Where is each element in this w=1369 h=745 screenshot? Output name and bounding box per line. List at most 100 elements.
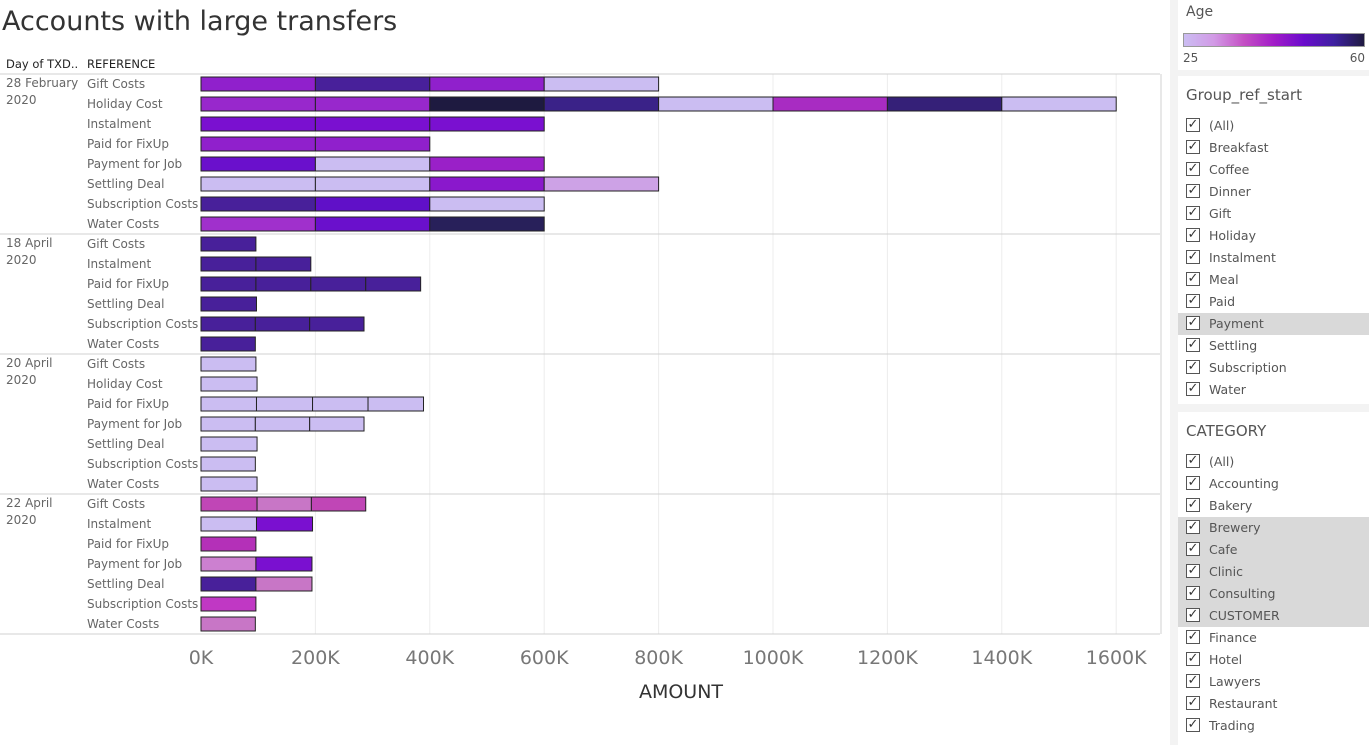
bar-segment[interactable] [200,176,316,192]
bar-segment[interactable] [367,396,425,412]
checkbox[interactable]: ✓ [1186,607,1200,622]
bar-segment[interactable] [200,236,257,252]
bar-segment[interactable] [309,416,365,432]
bar-segment[interactable] [200,196,316,212]
bar-segment[interactable] [200,76,316,92]
bar-segment[interactable] [200,376,258,392]
category-filter-item[interactable]: ✓ Consulting [1178,583,1369,605]
checkbox[interactable]: ✓ [1186,249,1200,264]
bar-segment[interactable] [886,96,1003,112]
checkbox[interactable]: ✓ [1186,629,1200,644]
group-ref-filter-item[interactable]: ✓ Meal [1178,269,1369,291]
bar-segment[interactable] [309,316,365,332]
bar-segment[interactable] [310,496,367,512]
checkbox[interactable]: ✓ [1186,651,1200,666]
bar-segment[interactable] [429,116,545,132]
bar-segment[interactable] [200,596,257,612]
bar-segment[interactable] [255,516,314,532]
checkbox[interactable]: ✓ [1186,673,1200,688]
bar-segment[interactable] [200,136,316,152]
bar-segment[interactable] [255,576,313,592]
category-filter-item[interactable]: ✓ Restaurant [1178,693,1369,715]
bar-segment[interactable] [200,436,258,452]
bar-segment[interactable] [314,76,431,92]
bar-segment[interactable] [200,276,257,292]
bar-segment[interactable] [543,176,660,192]
bar-segment[interactable] [200,96,316,112]
bar-segment[interactable] [200,156,316,172]
bar-segment[interactable] [1001,96,1117,112]
category-filter-item[interactable]: ✓ Cafe [1178,539,1369,561]
checkbox[interactable]: ✓ [1186,117,1200,132]
checkbox[interactable]: ✓ [1186,563,1200,578]
checkbox[interactable]: ✓ [1186,519,1200,534]
checkbox[interactable]: ✓ [1186,695,1200,710]
bar-segment[interactable] [429,176,545,192]
category-filter-item[interactable]: ✓ Hotel [1178,649,1369,671]
checkbox[interactable]: ✓ [1186,381,1200,396]
bar-segment[interactable] [543,96,660,112]
bar-segment[interactable] [314,116,431,132]
bar-segment[interactable] [314,196,431,212]
bar-segment[interactable] [314,96,431,112]
bar-segment[interactable] [200,316,256,332]
bar-segment[interactable] [200,336,256,352]
bar-segment[interactable] [200,256,257,272]
bar-segment[interactable] [365,276,422,292]
group-ref-filter-item[interactable]: ✓ Coffee [1178,159,1369,181]
bar-segment[interactable] [429,196,545,212]
bar-segment[interactable] [200,416,256,432]
group-ref-filter-item[interactable]: ✓ Paid [1178,291,1369,313]
category-filter-item[interactable]: ✓ Finance [1178,627,1369,649]
checkbox[interactable]: ✓ [1186,717,1200,732]
bar-segment[interactable] [314,136,431,152]
group-ref-filter-item[interactable]: ✓ Water [1178,379,1369,401]
bar-segment[interactable] [254,416,311,432]
bar-segment[interactable] [200,216,316,232]
group-ref-filter-item[interactable]: ✓ (All) [1178,115,1369,137]
checkbox[interactable]: ✓ [1186,475,1200,490]
bar-segment[interactable] [255,256,312,272]
bar-segment[interactable] [255,396,314,412]
category-filter-item[interactable]: ✓ CUSTOMER [1178,605,1369,627]
category-filter-item[interactable]: ✓ Brewery [1178,517,1369,539]
group-ref-filter-item[interactable]: ✓ Subscription [1178,357,1369,379]
checkbox[interactable]: ✓ [1186,227,1200,242]
group-ref-filter-item[interactable]: ✓ Dinner [1178,181,1369,203]
bar-segment[interactable] [200,516,257,532]
bar-segment[interactable] [314,216,431,232]
bar-segment[interactable] [429,156,545,172]
group-ref-filter-item[interactable]: ✓ Breakfast [1178,137,1369,159]
bar-segment[interactable] [200,496,258,512]
bar-segment[interactable] [200,576,257,592]
bar-segment[interactable] [429,96,545,112]
group-ref-filter-item[interactable]: ✓ Holiday [1178,225,1369,247]
bar-segment[interactable] [254,316,311,332]
checkbox[interactable]: ✓ [1186,541,1200,556]
bar-segment[interactable] [314,156,431,172]
bar-segment[interactable] [200,456,256,472]
bar-segment[interactable] [200,536,257,552]
checkbox[interactable]: ✓ [1186,293,1200,308]
bar-segment[interactable] [429,216,545,232]
category-filter-item[interactable]: ✓ Clinic [1178,561,1369,583]
category-filter-item[interactable]: ✓ (All) [1178,451,1369,473]
checkbox[interactable]: ✓ [1186,205,1200,220]
bar-segment[interactable] [255,556,313,572]
checkbox[interactable]: ✓ [1186,453,1200,468]
chart-bars[interactable] [200,76,1117,632]
bar-segment[interactable] [200,296,257,312]
category-filter-item[interactable]: ✓ Accounting [1178,473,1369,495]
bar-segment[interactable] [772,96,888,112]
bar-segment[interactable] [200,616,256,632]
bar-segment[interactable] [200,396,257,412]
bar-segment[interactable] [429,76,545,92]
bar-segment[interactable] [200,556,257,572]
bar-segment[interactable] [312,396,369,412]
checkbox[interactable]: ✓ [1186,497,1200,512]
category-filter-item[interactable]: ✓ Trading [1178,715,1369,737]
bar-segment[interactable] [256,496,312,512]
category-filter-item[interactable]: ✓ Lawyers [1178,671,1369,693]
bar-segment[interactable] [314,176,431,192]
checkbox[interactable]: ✓ [1186,139,1200,154]
